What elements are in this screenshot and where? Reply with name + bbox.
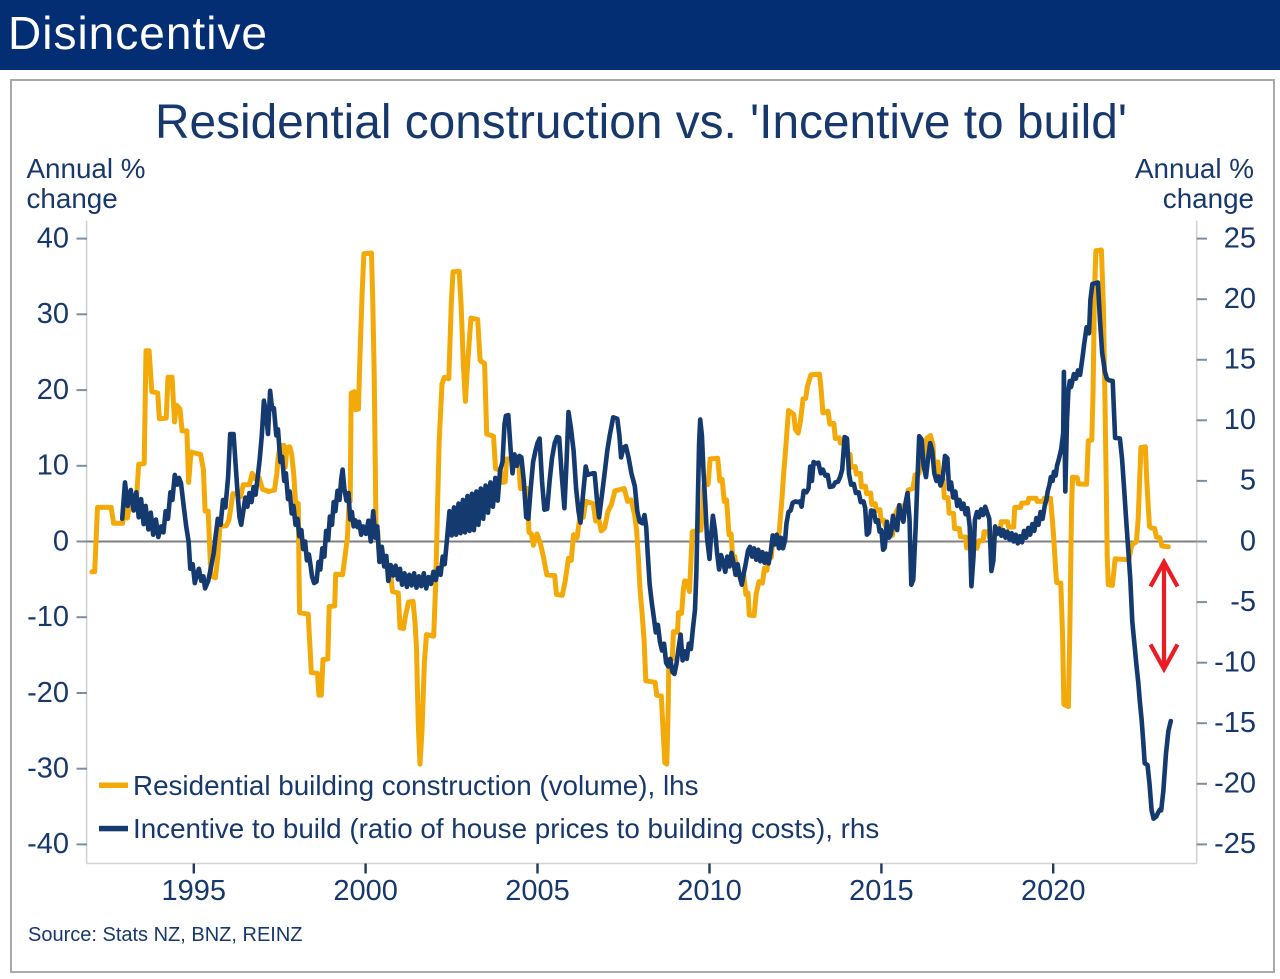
svg-text:2000: 2000 — [333, 875, 398, 907]
svg-text:40: 40 — [37, 222, 69, 254]
svg-text:10: 10 — [1224, 404, 1256, 436]
svg-text:change: change — [27, 183, 118, 214]
svg-text:-20: -20 — [1214, 768, 1256, 800]
svg-text:0: 0 — [1240, 525, 1256, 557]
svg-text:-15: -15 — [1214, 707, 1256, 739]
svg-text:10: 10 — [37, 450, 69, 482]
svg-text:30: 30 — [37, 298, 69, 330]
svg-text:20: 20 — [37, 374, 69, 406]
svg-text:Annual %: Annual % — [27, 153, 146, 184]
svg-text:Source: Stats NZ, BNZ, REINZ: Source: Stats NZ, BNZ, REINZ — [28, 924, 303, 946]
svg-text:Residential construction vs. ': Residential construction vs. 'Incentive … — [155, 96, 1127, 149]
svg-text:2010: 2010 — [677, 875, 742, 907]
svg-text:Annual %: Annual % — [1135, 153, 1254, 184]
svg-text:0: 0 — [53, 525, 69, 557]
svg-text:25: 25 — [1224, 222, 1256, 254]
svg-text:2015: 2015 — [849, 875, 914, 907]
svg-text:Incentive to build (ratio of h: Incentive to build (ratio of house price… — [133, 813, 879, 844]
svg-text:-20: -20 — [27, 677, 69, 709]
svg-text:-25: -25 — [1214, 828, 1256, 860]
svg-text:-5: -5 — [1230, 586, 1256, 618]
svg-text:2005: 2005 — [505, 875, 570, 907]
svg-text:5: 5 — [1240, 465, 1256, 497]
svg-text:-30: -30 — [27, 753, 69, 785]
svg-text:Residential building construct: Residential building construction (volum… — [133, 770, 698, 801]
svg-text:-10: -10 — [27, 601, 69, 633]
svg-text:20: 20 — [1224, 283, 1256, 315]
svg-text:-10: -10 — [1214, 647, 1256, 679]
svg-text:15: 15 — [1224, 344, 1256, 376]
svg-text:2020: 2020 — [1021, 875, 1086, 907]
svg-text:change: change — [1163, 183, 1254, 214]
svg-text:-40: -40 — [27, 828, 69, 860]
svg-text:1995: 1995 — [162, 875, 227, 907]
